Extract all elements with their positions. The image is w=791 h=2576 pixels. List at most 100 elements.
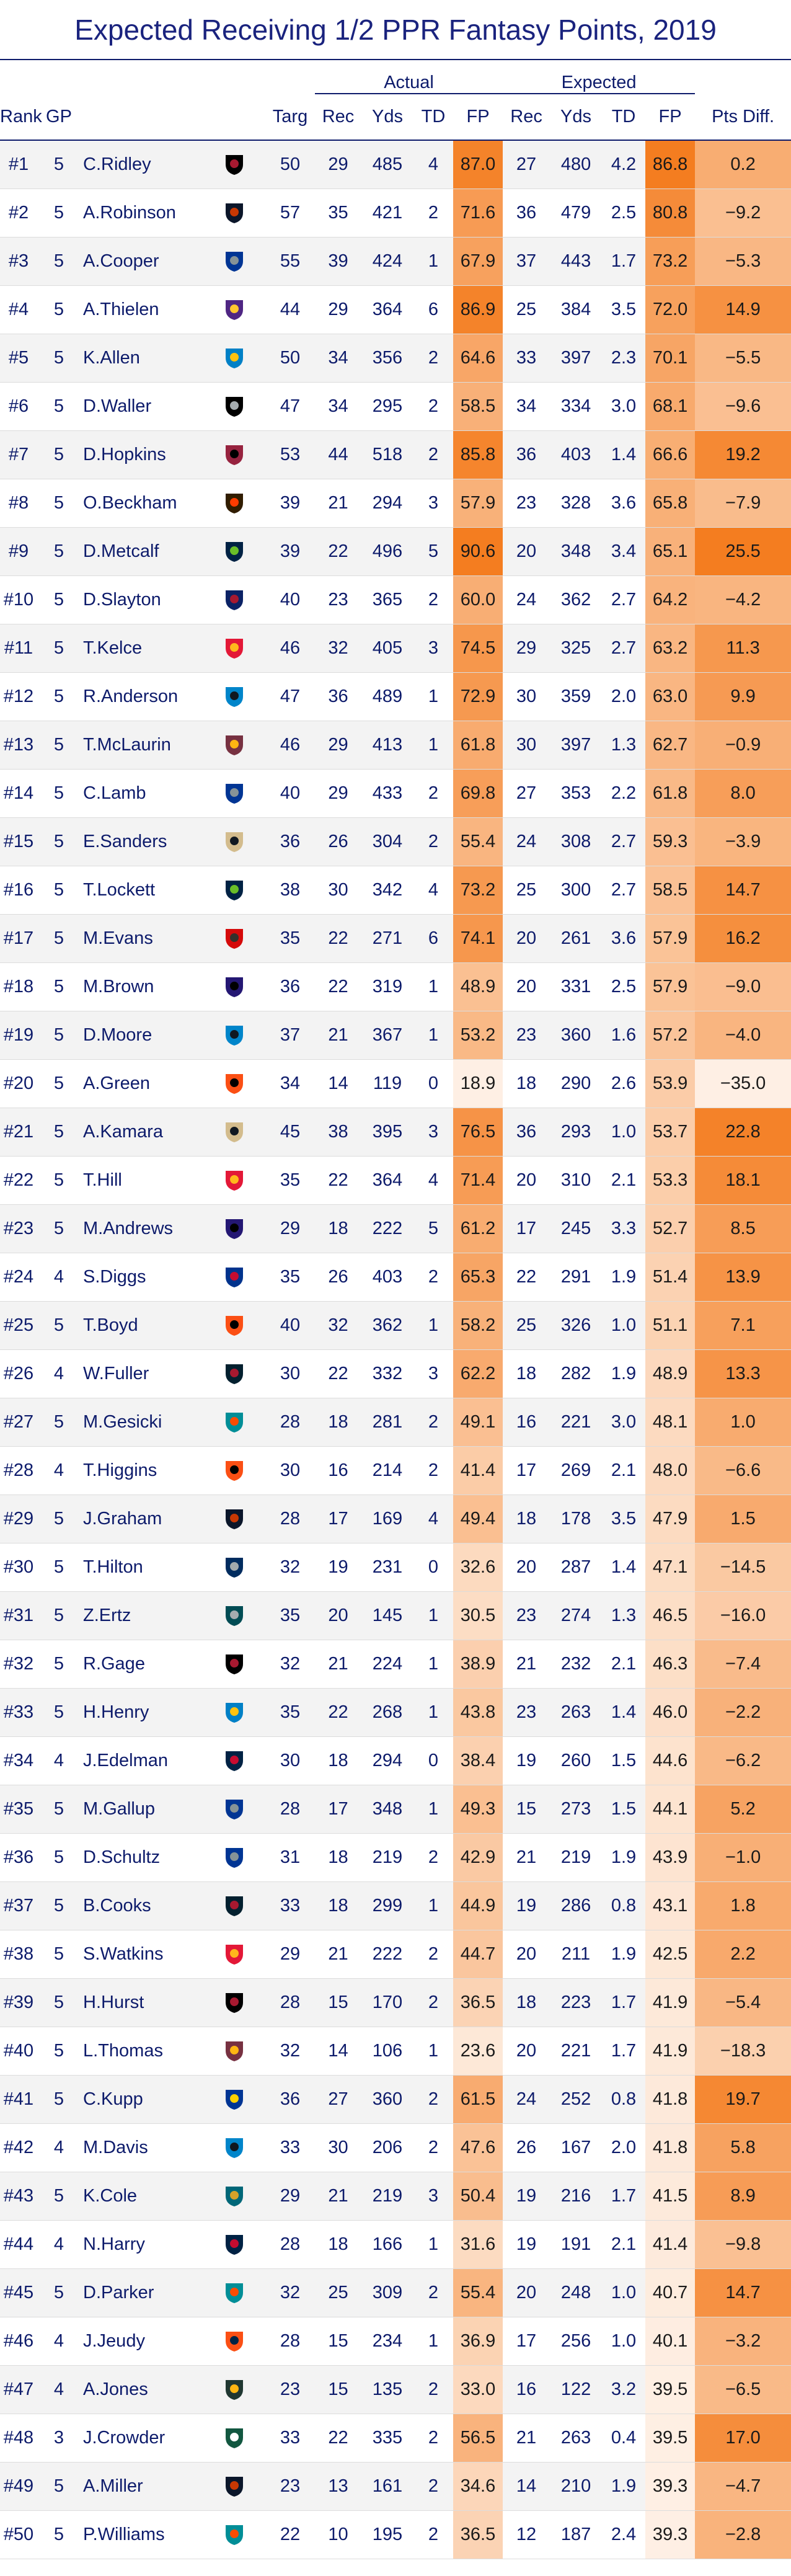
title-bar: Expected Receiving 1/2 PPR Fantasy Point… [0, 0, 791, 60]
table-row: #2 5 A.Robinson 57 35 421 2 71.6 36 479 2.5 80.8 −9.… [0, 189, 791, 238]
gp-cell: 5 [37, 430, 81, 479]
pts-diff-cell: −16.0 [695, 1591, 791, 1640]
pts-diff-cell: 7.1 [695, 1301, 791, 1350]
targets-cell: 36 [265, 2075, 315, 2124]
actual-yds-cell: 169 [361, 1495, 413, 1543]
arrowhead-icon [226, 1945, 243, 1965]
gp-cell: 5 [37, 189, 81, 238]
table-row: #21 5 A.Kamara 45 38 395 3 76.5 36 293 1.0 53.7 22.8 [0, 1108, 791, 1157]
gp-cell: 5 [37, 1978, 81, 2027]
expected-rec-cell: 29 [503, 624, 550, 673]
rank-cell: #48 [0, 2414, 37, 2463]
player-name: O.Beckham [81, 479, 203, 528]
targets-cell: 28 [265, 1495, 315, 1543]
expected-yds-cell: 219 [550, 1833, 603, 1882]
table-row: #24 4 S.Diggs 35 26 403 2 65.3 22 291 1.9 51.4 13.9 [0, 1253, 791, 1302]
gp-cell: 5 [37, 1833, 81, 1882]
bolt-icon [226, 349, 243, 368]
actual-rec-cell: 29 [315, 721, 361, 770]
col-header-actual-td: TD [413, 94, 453, 141]
expected-td-cell: 1.7 [602, 1978, 646, 2027]
actual-td-cell: 2 [413, 1253, 453, 1302]
expected-td-cell: 3.5 [602, 1495, 646, 1543]
gp-cell: 5 [37, 2027, 81, 2076]
pts-diff-cell: −4.7 [695, 2462, 791, 2511]
pts-diff-cell: 5.2 [695, 1785, 791, 1834]
actual-fp-cell: 58.2 [453, 1301, 503, 1350]
actual-rec-cell: 30 [315, 866, 361, 915]
actual-fp-cell: 90.6 [453, 527, 503, 576]
table-row: #42 4 M.Davis 33 30 206 2 47.6 26 167 2.0 41.8 5.8 [0, 2123, 791, 2172]
gp-cell: 5 [37, 1301, 81, 1350]
player-name: P.Williams [81, 2510, 203, 2559]
gp-cell: 5 [37, 1688, 81, 1737]
player-name: H.Hurst [81, 1978, 203, 2027]
actual-yds-cell: 295 [361, 382, 413, 431]
expected-yds-cell: 326 [550, 1301, 603, 1350]
actual-rec-cell: 15 [315, 2365, 361, 2414]
table-row: #23 5 M.Andrews 29 18 222 5 61.2 17 245 3.3 52.7 8.5 [0, 1204, 791, 1253]
c-letter-icon [226, 2477, 243, 2497]
actual-td-cell: 6 [413, 914, 453, 963]
pts-diff-cell: −7.9 [695, 479, 791, 528]
actual-fp-cell: 44.9 [453, 1881, 503, 1930]
actual-yds-cell: 421 [361, 189, 413, 238]
gp-cell: 5 [37, 285, 81, 334]
actual-td-cell: 4 [413, 140, 453, 189]
rank-cell: #39 [0, 1978, 37, 2027]
team-logo [203, 962, 265, 1011]
table-row: #30 5 T.Hilton 32 19 231 0 32.6 20 287 1.4 47.1 −14.… [0, 1543, 791, 1592]
actual-rec-cell: 22 [315, 1688, 361, 1737]
actual-td-cell: 1 [413, 1011, 453, 1060]
gp-cell: 4 [37, 2365, 81, 2414]
actual-yds-cell: 360 [361, 2075, 413, 2124]
team-logo [203, 2414, 265, 2463]
gp-cell: 4 [37, 1349, 81, 1398]
targets-cell: 23 [265, 2462, 315, 2511]
pts-diff-cell: 1.5 [695, 1495, 791, 1543]
actual-rec-cell: 29 [315, 140, 361, 189]
expected-yds-cell: 273 [550, 1785, 603, 1834]
expected-td-cell: 2.4 [602, 2510, 646, 2559]
gp-cell: 3 [37, 2414, 81, 2463]
team-logo [203, 1543, 265, 1592]
actual-fp-cell: 44.7 [453, 1930, 503, 1979]
col-header-actual-fp: FP [453, 94, 503, 141]
pts-diff-cell: −5.4 [695, 1978, 791, 2027]
targets-cell: 36 [265, 962, 315, 1011]
gp-cell: 5 [37, 334, 81, 383]
table-row: #39 5 H.Hurst 28 15 170 2 36.5 18 223 1.7 41.9 −5.4 [0, 1978, 791, 2027]
expected-td-cell: 2.7 [602, 575, 646, 624]
targets-cell: 22 [265, 2510, 315, 2559]
pts-diff-cell: 2.2 [695, 1930, 791, 1979]
expected-fp-cell: 52.7 [645, 1204, 696, 1253]
targets-cell: 30 [265, 1349, 315, 1398]
pts-diff-cell: −5.3 [695, 237, 791, 286]
targets-cell: 35 [265, 914, 315, 963]
gp-cell: 5 [37, 672, 81, 721]
actual-rec-cell: 35 [315, 189, 361, 238]
player-name: S.Diggs [81, 1253, 203, 1302]
team-logo [203, 866, 265, 915]
fantasy-points-table: Actual Expected Rank GP Targ Rec Yds TD … [0, 60, 791, 2559]
actual-rec-cell: 21 [315, 2172, 361, 2221]
table-row: #41 5 C.Kupp 36 27 360 2 61.5 24 252 0.8 41.8 19.7 [0, 2075, 791, 2124]
targets-cell: 36 [265, 817, 315, 866]
expected-yds-cell: 191 [550, 2220, 603, 2269]
g-letter-icon [226, 2380, 243, 2400]
targets-cell: 46 [265, 721, 315, 770]
rank-cell: #47 [0, 2365, 37, 2414]
actual-td-cell: 2 [413, 189, 453, 238]
rank-cell: #14 [0, 769, 37, 818]
expected-rec-cell: 30 [503, 672, 550, 721]
bengal-stripes-icon [226, 1074, 243, 1094]
pts-diff-cell: 14.7 [695, 866, 791, 915]
expected-rec-cell: 27 [503, 140, 550, 189]
expected-rec-cell: 20 [503, 1930, 550, 1979]
targets-cell: 33 [265, 2123, 315, 2172]
actual-yds-cell: 299 [361, 1881, 413, 1930]
targets-cell: 28 [265, 1398, 315, 1447]
rank-cell: #32 [0, 1640, 37, 1689]
table-row: #15 5 E.Sanders 36 26 304 2 55.4 24 308 2.7 59.3 −3.… [0, 817, 791, 866]
rank-cell: #25 [0, 1301, 37, 1350]
